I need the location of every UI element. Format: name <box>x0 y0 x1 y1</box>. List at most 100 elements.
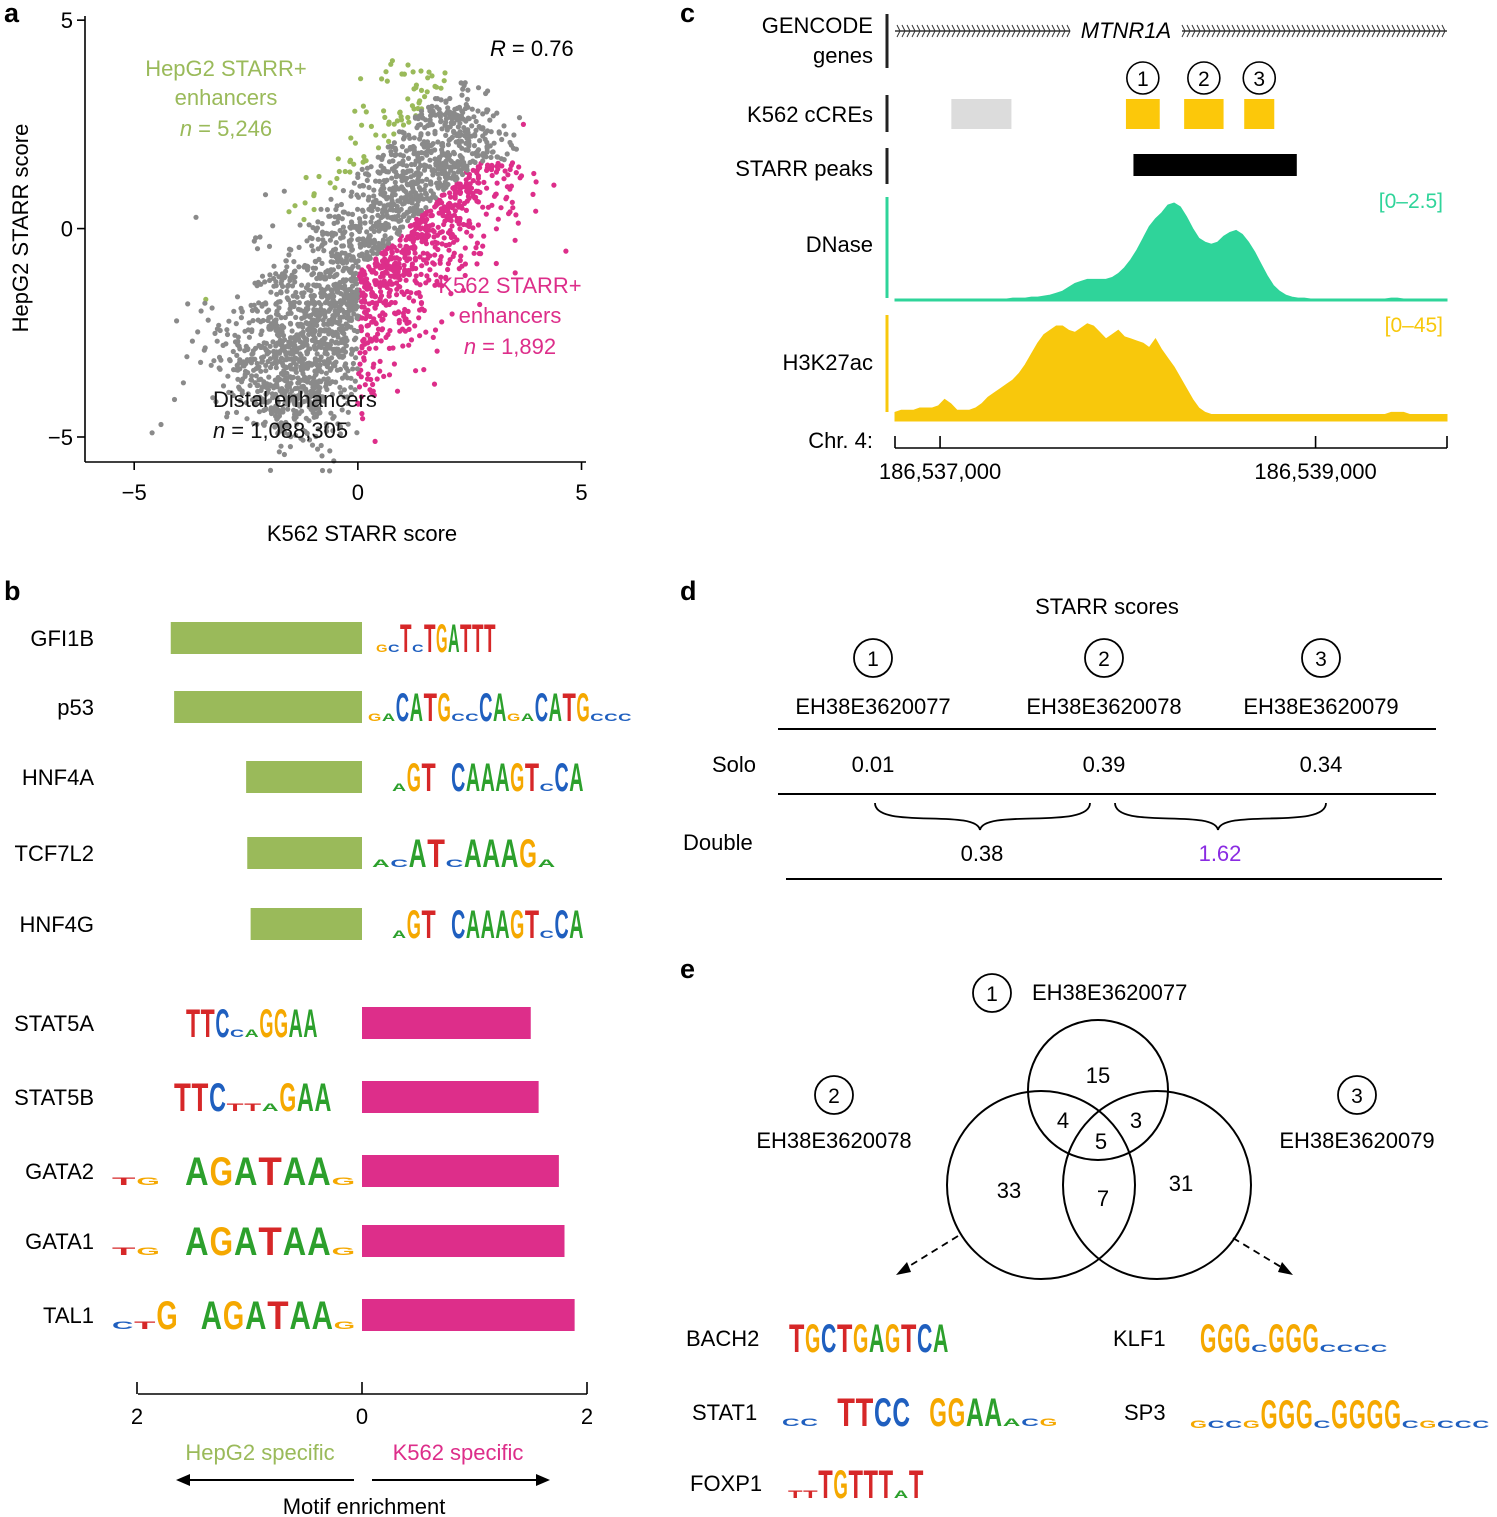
strand-tick <box>936 24 941 32</box>
tf-label: TCF7L2 <box>15 841 94 866</box>
scatter-point <box>371 361 377 367</box>
scatter-point <box>318 442 324 449</box>
scatter-point <box>442 165 448 171</box>
x-axis-label: K562 STARR score <box>267 521 457 546</box>
scatter-point <box>288 310 294 316</box>
k562-label-line1: K562 STARR+ <box>438 273 581 298</box>
strand-tick <box>996 24 1001 32</box>
scatter-point <box>288 366 294 372</box>
scatter-point <box>278 370 285 377</box>
scatter-point <box>425 233 431 240</box>
scatter-point <box>463 207 469 213</box>
logo-letter: T <box>258 1218 281 1264</box>
scatter-point <box>301 216 307 223</box>
strand-tick <box>1021 30 1026 38</box>
scatter-point <box>380 152 386 158</box>
logo-letter: C <box>540 781 555 793</box>
arrow-right-head <box>1278 1262 1293 1275</box>
scatter-point <box>429 212 435 219</box>
scatter-point <box>383 334 389 340</box>
scatter-point <box>418 68 424 74</box>
scatter-point <box>265 389 271 396</box>
scatter-point <box>369 248 375 254</box>
set-3-id: EH38E3620079 <box>1279 1128 1434 1153</box>
scatter-point <box>401 71 407 77</box>
scatter-point <box>350 366 356 372</box>
scatter-point <box>449 223 455 229</box>
scatter-point <box>377 200 383 206</box>
scatter-point <box>315 368 321 374</box>
scatter-point <box>393 174 399 180</box>
strand-tick <box>1191 30 1196 38</box>
h3k27ac-signal <box>894 323 1448 422</box>
scatter-point <box>388 149 394 155</box>
logo-letter: C <box>1337 1342 1354 1354</box>
logo-letter: T <box>112 1175 136 1187</box>
scatter-point <box>408 174 414 180</box>
logo-letter: C <box>782 1416 800 1428</box>
scatter-point <box>424 176 430 182</box>
set-1-number: 1 <box>986 983 998 1006</box>
scatter-point <box>438 254 444 260</box>
strand-tick <box>896 30 901 38</box>
scatter-point <box>297 222 303 228</box>
scatter-point <box>255 317 261 323</box>
scatter-point <box>416 315 422 321</box>
scatter-point <box>361 355 367 361</box>
scatter-point <box>287 277 293 283</box>
scatter-point <box>373 245 379 251</box>
scatter-point <box>411 86 417 92</box>
logo-letter: G <box>279 1074 296 1120</box>
scatter-point <box>348 268 354 275</box>
scatter-point <box>286 431 292 438</box>
scatter-point <box>383 220 389 226</box>
scatter-point <box>402 267 408 273</box>
scatter-point <box>322 314 328 320</box>
scatter-point <box>381 178 387 184</box>
scatter-point <box>469 106 475 112</box>
scatter-point <box>320 237 326 243</box>
logo-letter: G <box>136 1245 159 1257</box>
scatter-point <box>419 178 425 184</box>
logo-letter: C <box>390 857 408 869</box>
scatter-point <box>442 70 448 76</box>
panel-d: d STARR scores 1 EH38E3620077 2 EH38E362… <box>680 576 1442 880</box>
scatter-point <box>408 337 415 343</box>
scatter-point <box>394 292 400 298</box>
logo-letter: A <box>410 684 423 730</box>
scatter-point <box>316 271 323 277</box>
set-2-header: 2 EH38E3620078 <box>756 1075 912 1153</box>
logo-letter: T <box>244 1101 261 1113</box>
scatter-point <box>412 255 418 261</box>
logo-letter: T <box>267 1292 288 1338</box>
distal-enhancer-label: Distal enhancers n = 1,088,305 <box>213 387 377 443</box>
strand-tick <box>1181 24 1186 32</box>
strand-tick <box>1241 24 1246 32</box>
scatter-point <box>433 161 439 167</box>
scatter-point <box>462 184 468 190</box>
ccre-number: 1 <box>1137 68 1149 91</box>
scatter-point <box>326 308 332 314</box>
scatter-point <box>337 384 343 390</box>
scatter-point <box>316 378 322 384</box>
strand-tick <box>1416 24 1421 32</box>
scatter-point <box>431 261 437 267</box>
scatter-point <box>421 367 427 373</box>
scatter-point <box>422 226 428 232</box>
logo-letter: T <box>848 1461 863 1507</box>
scatter-point <box>460 116 466 122</box>
strand-tick <box>1381 30 1386 38</box>
scatter-point <box>370 388 376 394</box>
scatter-point <box>318 286 324 292</box>
scatter-point <box>288 247 294 253</box>
logo-letter: A <box>392 928 407 940</box>
scatter-point <box>431 229 437 235</box>
scatter-point <box>481 233 487 239</box>
scatter-point <box>252 356 258 362</box>
scatter-point <box>348 391 354 397</box>
scatter-point <box>237 346 243 352</box>
panel-c: c GENCODE genes K562 cCREs STARR peaks D… <box>680 0 1448 484</box>
scatter-point <box>389 166 395 172</box>
